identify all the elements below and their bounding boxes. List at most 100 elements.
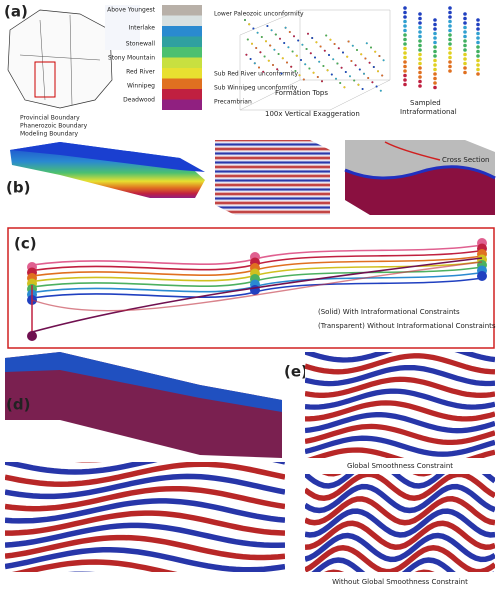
- dot: [305, 48, 308, 50]
- dot: [377, 70, 379, 73]
- dot: [291, 50, 294, 53]
- panel-label: (a): [4, 3, 28, 21]
- panel-label: (d): [6, 396, 30, 414]
- dot: [448, 46, 452, 51]
- model-top: [5, 352, 282, 412]
- dot: [347, 40, 350, 43]
- unconformity-label: Precambrian: [214, 99, 252, 106]
- dot: [287, 46, 290, 49]
- dot: [372, 66, 375, 68]
- dot: [251, 42, 253, 45]
- dot: [418, 12, 422, 16]
- dot: [381, 74, 384, 77]
- dot: [403, 6, 407, 10]
- stripe: [305, 364, 495, 387]
- stripe: [5, 473, 285, 500]
- dot: [433, 54, 437, 58]
- column-label: Stonewall: [126, 41, 156, 48]
- dot: [336, 62, 339, 65]
- dot: [403, 10, 407, 15]
- model-section: [5, 352, 282, 458]
- column-label: Winnipeg: [127, 83, 155, 90]
- dot: [448, 51, 452, 55]
- dot: [248, 23, 251, 26]
- strat-layer: [162, 5, 202, 16]
- unconformity-label: Lower Paleozoic unconformity: [214, 11, 304, 18]
- rough-section: [305, 474, 495, 572]
- dot: [418, 57, 422, 61]
- dot: [244, 19, 246, 21]
- dot: [358, 68, 361, 71]
- dot: [463, 48, 467, 52]
- dot: [283, 42, 286, 44]
- dot: [463, 52, 467, 57]
- dot: [304, 63, 307, 66]
- dot: [258, 66, 260, 69]
- well-map: [105, 5, 140, 50]
- dot: [253, 62, 256, 65]
- dot: [463, 21, 467, 25]
- model-top: [10, 142, 205, 172]
- dot: [277, 53, 280, 55]
- annotation: 100x Vertical Exaggeration: [265, 110, 360, 118]
- dot: [433, 67, 437, 72]
- unconformity-label: Sub Winnipeg unconformity: [214, 85, 298, 92]
- column-label: Red River: [126, 69, 155, 76]
- stripe: [305, 496, 495, 526]
- dot: [344, 71, 347, 73]
- dot: [418, 79, 422, 84]
- dot: [330, 73, 333, 76]
- dot: [448, 15, 452, 19]
- dot: [290, 65, 293, 68]
- stripe: [5, 498, 285, 524]
- dot: [326, 69, 329, 72]
- dot: [463, 30, 467, 34]
- dot: [342, 51, 344, 54]
- stripe: [305, 332, 495, 348]
- section: [5, 462, 285, 572]
- dot: [418, 16, 422, 21]
- dot: [370, 46, 372, 49]
- dot: [433, 31, 437, 36]
- dot: [350, 60, 353, 62]
- stripe: [305, 483, 495, 514]
- dot: [273, 48, 276, 51]
- dot: [288, 31, 291, 33]
- dot: [476, 58, 480, 63]
- dot: [433, 72, 437, 76]
- dot: [319, 45, 322, 48]
- dot: [263, 55, 266, 58]
- stripe: [307, 447, 495, 458]
- dot: [335, 77, 337, 80]
- arrow: [384, 141, 441, 161]
- dot: [433, 63, 437, 67]
- dot: [270, 29, 273, 32]
- dot: [463, 66, 467, 70]
- dot: [274, 33, 277, 36]
- stripe: [305, 520, 495, 550]
- dot: [448, 60, 452, 64]
- strat-layer: [162, 47, 202, 58]
- annotation: Formation Tops: [275, 89, 328, 97]
- dot: [267, 59, 270, 62]
- dot: [298, 74, 301, 77]
- dot: [379, 89, 382, 92]
- dot: [403, 82, 407, 87]
- legend-item: Modeling Boundary: [20, 131, 79, 138]
- dot: [476, 27, 480, 31]
- dot: [333, 43, 336, 45]
- dot: [329, 38, 332, 41]
- dot: [325, 34, 328, 37]
- dot: [364, 57, 367, 60]
- dot: [418, 75, 422, 79]
- dot: [433, 85, 437, 90]
- dot: [403, 55, 407, 60]
- dot: [272, 64, 274, 66]
- dot: [476, 63, 480, 67]
- horizon-faint: [31, 261, 483, 312]
- dot: [476, 31, 480, 36]
- dot: [339, 82, 342, 84]
- dot: [323, 49, 326, 52]
- dot: [315, 41, 318, 44]
- stripe: [5, 547, 285, 572]
